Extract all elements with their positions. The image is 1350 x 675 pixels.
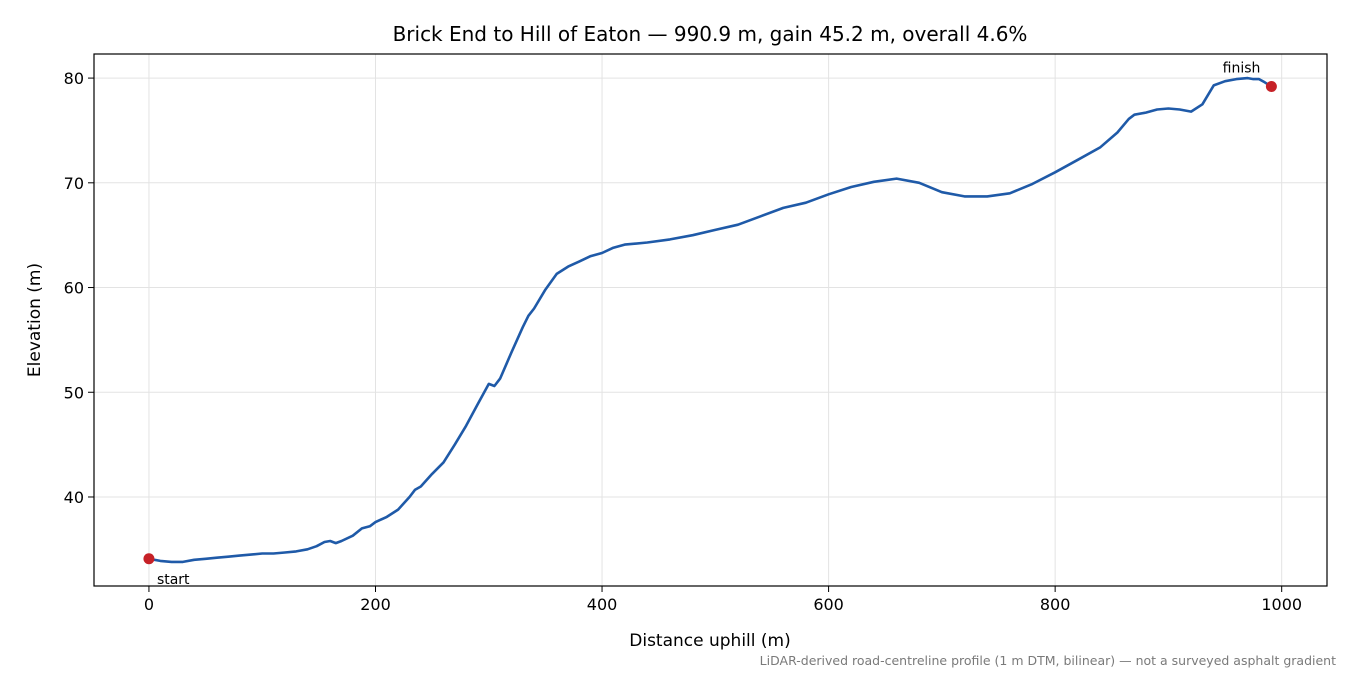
x-tick-label: 1000 bbox=[1261, 595, 1302, 614]
x-tick-label: 800 bbox=[1040, 595, 1071, 614]
y-tick-label: 80 bbox=[64, 69, 84, 88]
x-tick-label: 600 bbox=[813, 595, 844, 614]
chart-footnote: LiDAR-derived road-centreline profile (1… bbox=[760, 653, 1336, 668]
x-axis-label: Distance uphill (m) bbox=[629, 631, 790, 651]
y-tick-label: 60 bbox=[64, 279, 84, 298]
plot-area: start finish bbox=[143, 60, 1277, 588]
grid bbox=[94, 54, 1327, 586]
x-tick-label: 400 bbox=[587, 595, 618, 614]
plot-frame bbox=[93, 53, 1328, 587]
start-label: start bbox=[157, 572, 190, 588]
start-marker bbox=[143, 553, 155, 565]
finish-marker bbox=[1265, 80, 1277, 92]
y-tick-label: 70 bbox=[64, 174, 84, 193]
y-tick-label: 40 bbox=[64, 488, 84, 507]
y-axis-label: Elevation (m) bbox=[25, 263, 45, 377]
x-tick-label: 200 bbox=[360, 595, 391, 614]
chart-title: Brick End to Hill of Eaton — 990.9 m, ga… bbox=[393, 22, 1028, 46]
elevation-line bbox=[147, 76, 1273, 564]
y-tick-label: 50 bbox=[64, 383, 84, 402]
axis-ticks: 0 200 400 600 800 1000 40 50 60 70 80 bbox=[64, 69, 1302, 614]
x-tick-label: 0 bbox=[144, 595, 154, 614]
finish-label: finish bbox=[1223, 60, 1261, 76]
